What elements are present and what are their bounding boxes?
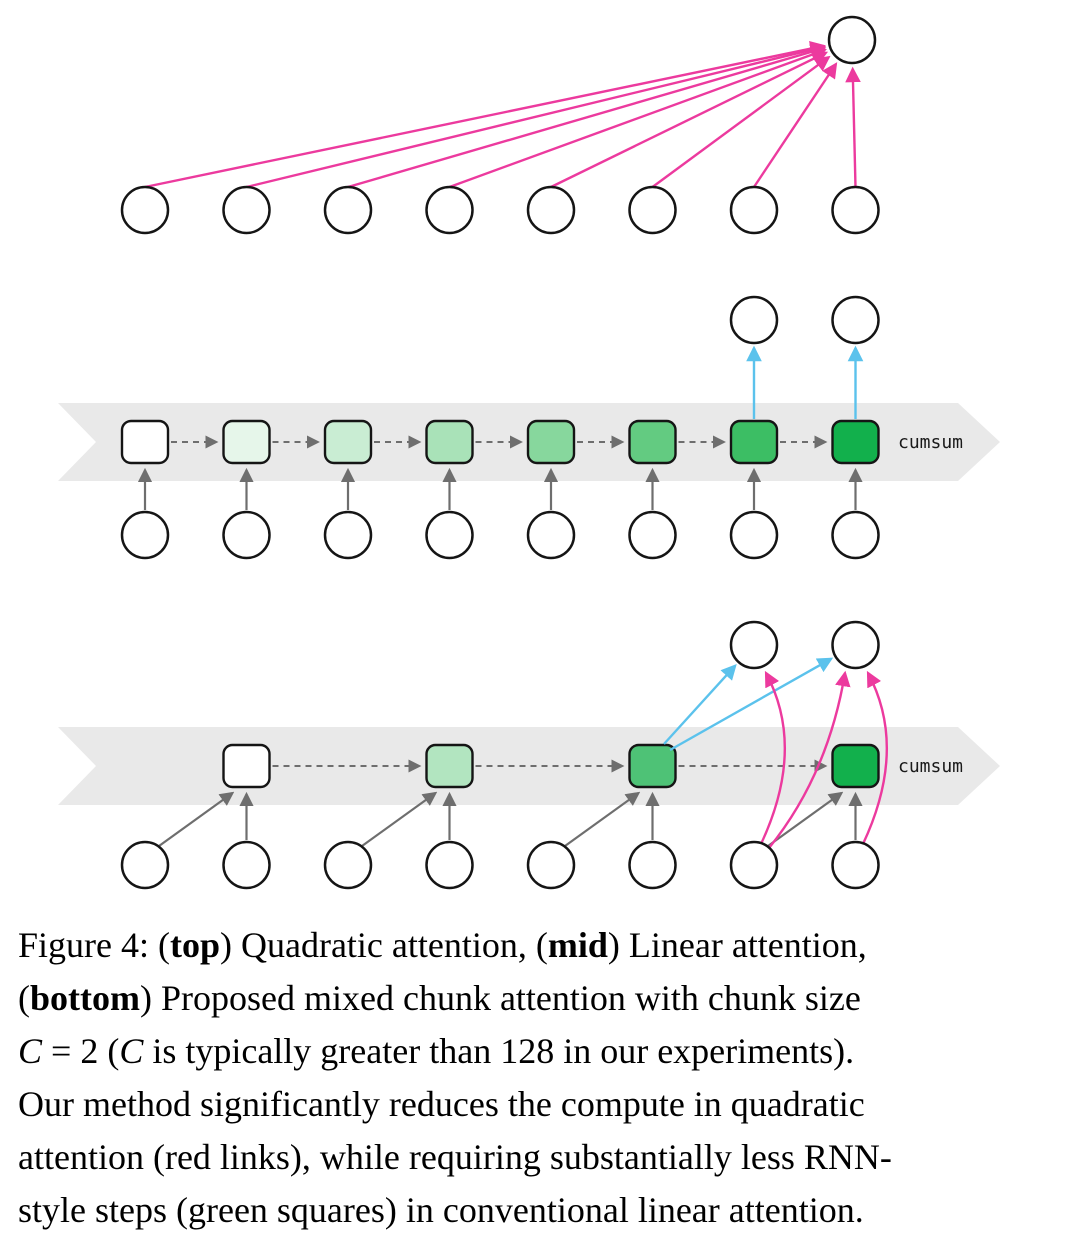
input-node bbox=[729, 185, 779, 235]
caption-text: style steps (green squares) in conventio… bbox=[18, 1190, 864, 1230]
input-node bbox=[729, 510, 779, 560]
state-square bbox=[831, 743, 880, 789]
caption-text: is typically greater than 128 in our exp… bbox=[143, 1031, 855, 1071]
cumsum-label: cumsum bbox=[898, 756, 963, 777]
caption-line: Our method significantly reduces the com… bbox=[18, 1078, 1062, 1131]
input-node bbox=[425, 510, 474, 560]
input-node bbox=[628, 840, 677, 890]
input-node bbox=[222, 510, 271, 560]
intra-chunk-link bbox=[768, 670, 851, 849]
input-node bbox=[425, 185, 474, 235]
input-node bbox=[222, 185, 271, 235]
input-link bbox=[767, 791, 844, 847]
state-square bbox=[323, 419, 373, 465]
input-node bbox=[120, 510, 170, 560]
input-node bbox=[831, 840, 880, 890]
caption-text: = 2 ( bbox=[42, 1031, 120, 1071]
attention-link bbox=[246, 42, 827, 189]
input-node bbox=[323, 185, 373, 235]
attention-link bbox=[550, 51, 829, 189]
mixed-chunk-attention-panel: cumsum bbox=[58, 620, 1000, 890]
input-node bbox=[120, 185, 170, 235]
linear-attention-panel: cumsum bbox=[58, 295, 1000, 560]
caption-text: ( bbox=[18, 978, 30, 1018]
input-node bbox=[120, 840, 170, 890]
cumsum-band bbox=[58, 727, 1000, 805]
caption-line: (bottom) Proposed mixed chunk attention … bbox=[18, 972, 1062, 1025]
attention-link bbox=[144, 40, 826, 189]
caption-text: C bbox=[119, 1031, 144, 1071]
intra-chunk-link bbox=[861, 670, 888, 845]
input-node bbox=[831, 185, 880, 235]
input-node bbox=[526, 840, 576, 890]
caption-text: Figure 4: ( bbox=[18, 925, 170, 965]
input-node bbox=[323, 840, 373, 890]
caption-text: mid bbox=[547, 925, 608, 965]
output-node bbox=[831, 295, 880, 345]
state-square bbox=[526, 419, 576, 465]
state-square bbox=[222, 743, 271, 789]
cumsum-label: cumsum bbox=[898, 432, 963, 453]
output-node bbox=[831, 620, 880, 670]
caption-text: attention (red links), while requiring s… bbox=[18, 1137, 892, 1177]
state-square bbox=[628, 743, 677, 789]
state-square bbox=[628, 419, 677, 465]
input-node bbox=[323, 510, 373, 560]
state-square bbox=[222, 419, 271, 465]
input-node bbox=[526, 510, 576, 560]
state-square bbox=[831, 419, 880, 465]
inter-chunk-link bbox=[669, 657, 834, 752]
attention-link bbox=[347, 44, 827, 189]
input-link bbox=[158, 791, 235, 847]
attention-diagrams: cumsum cumsum bbox=[58, 15, 1000, 890]
output-node bbox=[827, 15, 877, 65]
input-node bbox=[628, 185, 677, 235]
caption-line: style steps (green squares) in conventio… bbox=[18, 1184, 1062, 1237]
caption-line: C = 2 (C is typically greater than 128 i… bbox=[18, 1025, 1062, 1078]
caption-text: ) Proposed mixed chunk attention with ch… bbox=[140, 978, 861, 1018]
input-node bbox=[729, 840, 779, 890]
caption-text: Our method significantly reduces the com… bbox=[18, 1084, 865, 1124]
state-square bbox=[729, 419, 779, 465]
input-node bbox=[425, 840, 474, 890]
caption-line: Figure 4: (top) Quadratic attention, (mi… bbox=[18, 919, 1062, 972]
caption-text: ) Linear attention, bbox=[607, 925, 867, 965]
intra-chunk-link bbox=[759, 670, 786, 845]
state-square bbox=[425, 743, 474, 789]
figure-caption: Figure 4: (top) Quadratic attention, (mi… bbox=[0, 919, 1080, 1237]
caption-text: ) Quadratic attention, ( bbox=[220, 925, 548, 965]
input-link bbox=[361, 791, 438, 847]
input-node bbox=[526, 185, 576, 235]
quadratic-attention-panel bbox=[120, 15, 880, 235]
input-node bbox=[222, 840, 271, 890]
inter-chunk-link bbox=[663, 663, 737, 745]
state-square bbox=[120, 419, 170, 465]
output-node bbox=[729, 295, 779, 345]
caption-text: top bbox=[169, 925, 220, 965]
input-link bbox=[564, 791, 641, 847]
attention-link bbox=[753, 62, 838, 188]
output-node bbox=[729, 620, 779, 670]
caption-text: bottom bbox=[30, 978, 140, 1018]
attention-link bbox=[845, 66, 861, 188]
caption-text: C bbox=[18, 1031, 43, 1071]
attention-link bbox=[651, 55, 831, 188]
state-square bbox=[425, 419, 474, 465]
caption-line: attention (red links), while requiring s… bbox=[18, 1131, 1062, 1184]
attention-link bbox=[449, 47, 827, 189]
input-node bbox=[628, 510, 677, 560]
input-node bbox=[831, 510, 880, 560]
